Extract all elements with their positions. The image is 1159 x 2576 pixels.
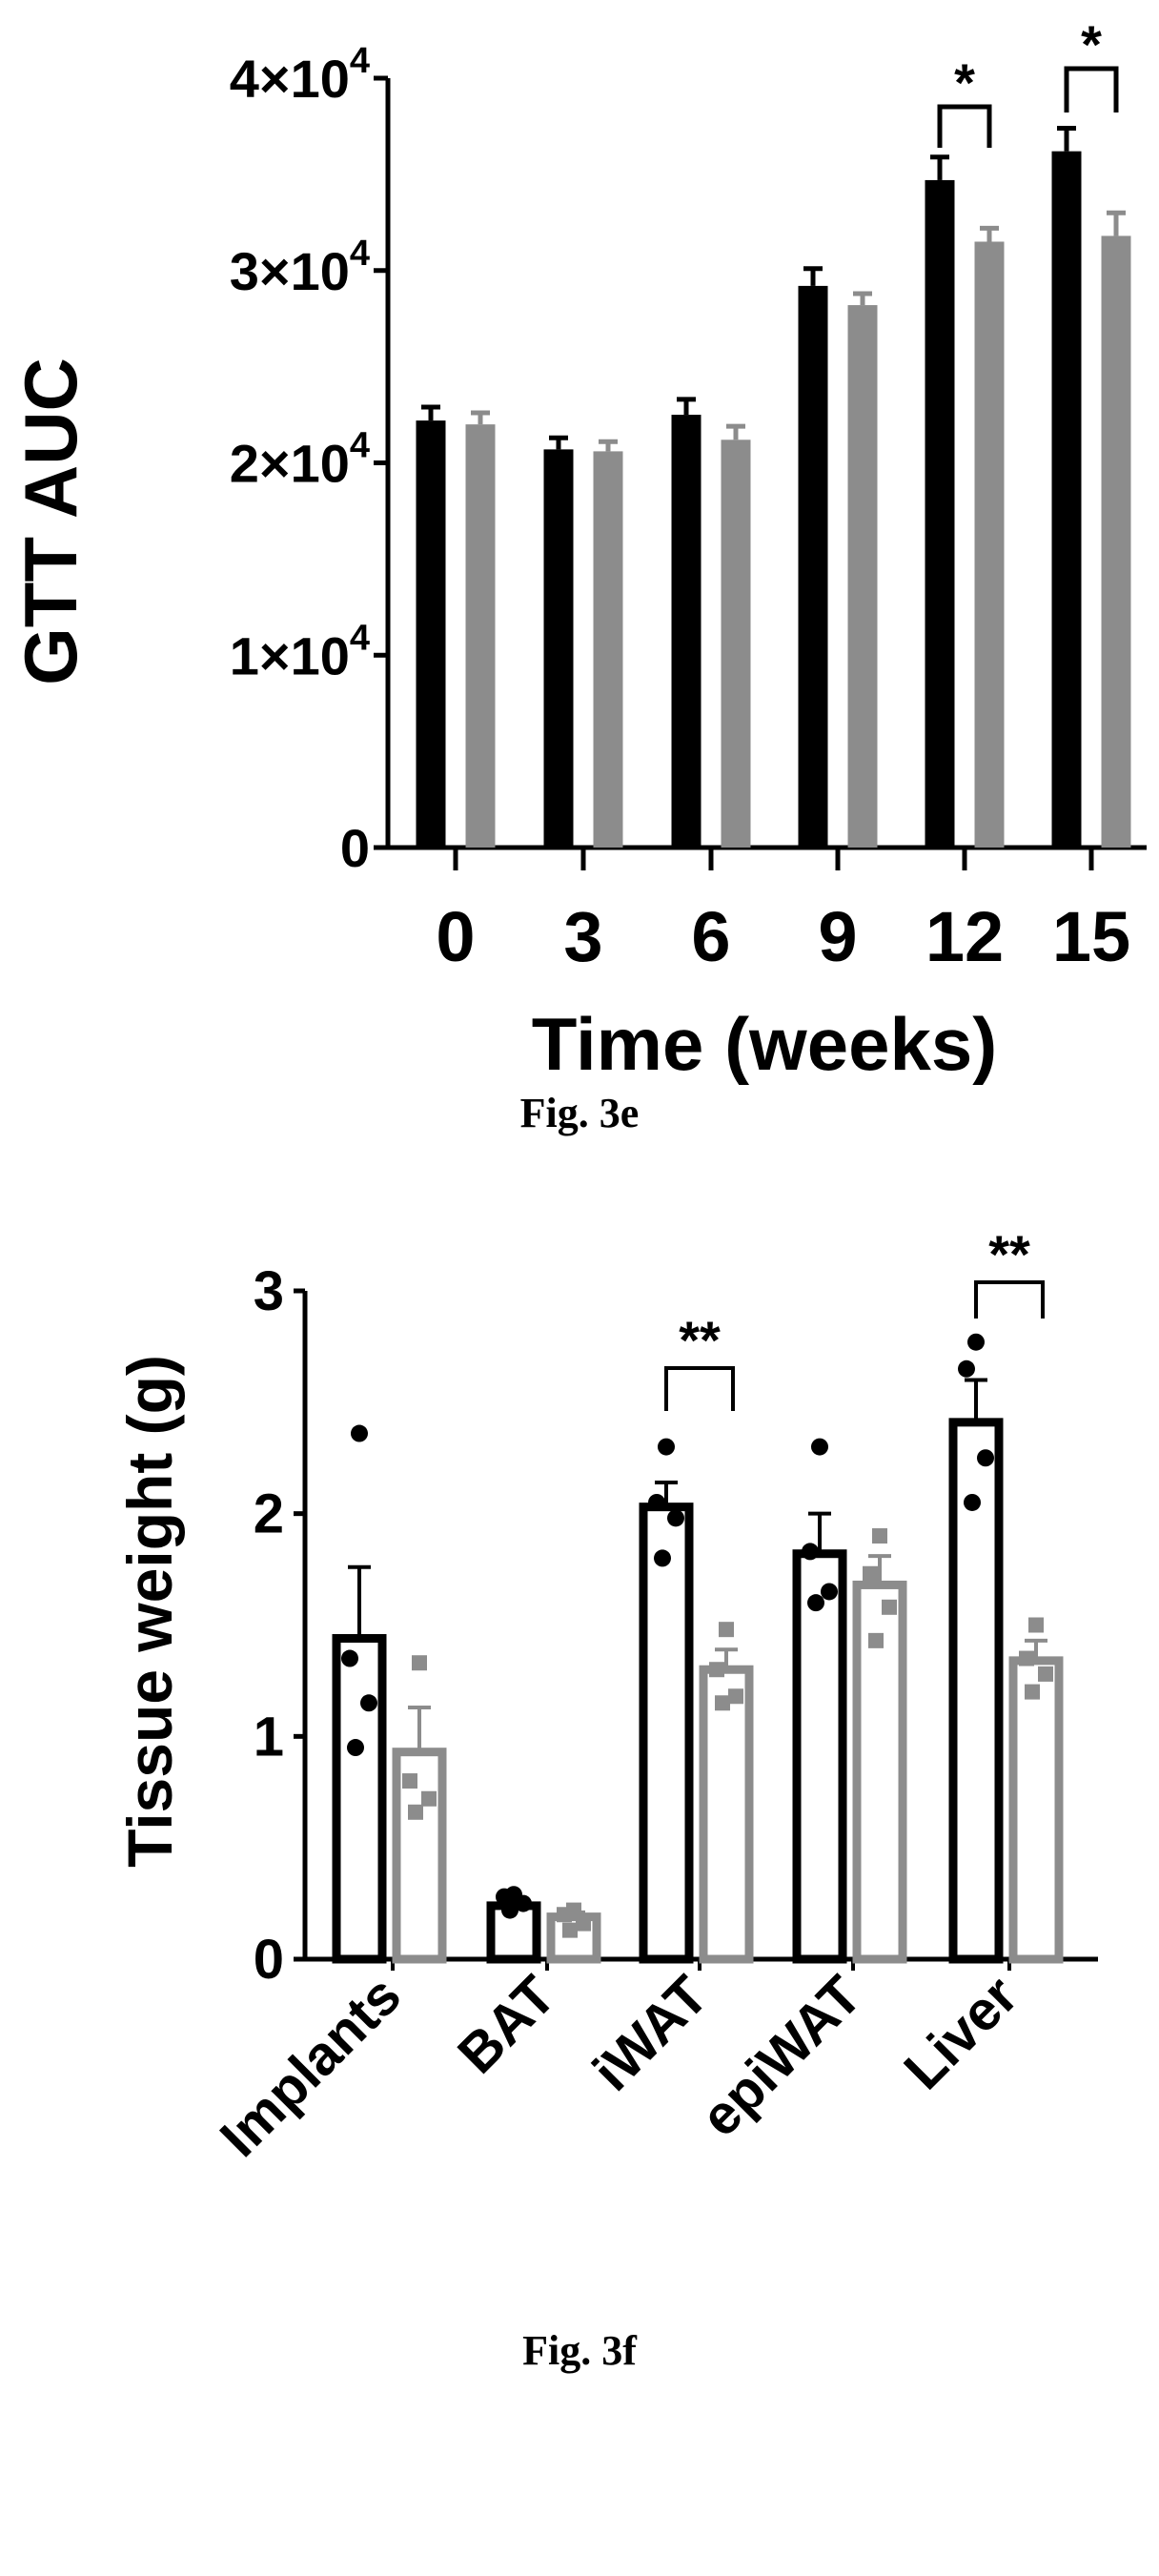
x-tick-label: 12 (925, 897, 1004, 976)
data-point (882, 1600, 897, 1615)
x-tick-label: 9 (818, 897, 857, 976)
bar (797, 1554, 843, 1959)
x-tick-label: Implants (209, 1964, 414, 2169)
data-point (557, 1907, 572, 1922)
y-tick-label: 2×104 (230, 426, 370, 494)
caption-3f: Fig. 3f (522, 2327, 638, 2374)
bar (975, 241, 1005, 848)
y-axis-title: Tissue weight (g) (114, 1355, 185, 1868)
x-tick-label: Liver (892, 1964, 1029, 2101)
data-point (709, 1662, 724, 1677)
y-tick-label: 1×104 (230, 618, 370, 685)
bar (1102, 235, 1131, 848)
bar (672, 415, 702, 848)
data-point (728, 1688, 743, 1704)
y-axis-title: GTT AUC (9, 358, 92, 685)
significance-bracket (666, 1368, 733, 1411)
data-point (576, 1916, 591, 1932)
significance-bracket (976, 1282, 1043, 1319)
data-point (648, 1494, 665, 1511)
x-tick-label: 6 (691, 897, 730, 976)
y-tick-label: 1 (254, 1706, 284, 1768)
x-tick-label: epiWAT (689, 1964, 873, 2148)
bar (466, 424, 496, 848)
data-point (658, 1439, 675, 1456)
y-tick-label: 2 (254, 1483, 284, 1545)
significance-bracket (940, 107, 989, 148)
bar (848, 305, 878, 848)
data-point (872, 1528, 887, 1544)
data-point (868, 1633, 884, 1648)
significance-label: * (954, 52, 975, 112)
bar (594, 451, 623, 848)
x-tick-label: 15 (1052, 897, 1130, 976)
chart-3e: 0 1×104 2×104 3×104 4×104 0 3 6 9 12 15 * * GTT AUC Ti… (9, 14, 1147, 1086)
data-point (1025, 1685, 1040, 1700)
bar (1052, 152, 1082, 848)
data-point (351, 1425, 368, 1442)
bar (703, 1669, 749, 1959)
data-point (964, 1494, 981, 1511)
data-point (958, 1360, 975, 1378)
bar (925, 180, 955, 848)
figure-canvas: 01×1042×1043×1044×10403691215**GTT AUCTi… (0, 0, 1159, 2576)
data-point (402, 1773, 417, 1789)
data-point (807, 1594, 824, 1611)
data-point (347, 1739, 364, 1756)
data-point (360, 1694, 377, 1711)
bar (799, 286, 828, 848)
x-tick-label: 0 (436, 897, 475, 976)
data-point (421, 1791, 437, 1807)
x-axis-title: Time (weeks) (532, 1002, 997, 1086)
bar (417, 420, 446, 848)
data-point (1038, 1666, 1053, 1682)
data-point (802, 1543, 819, 1560)
y-tick-label: 0 (340, 818, 370, 878)
bar (1013, 1661, 1059, 1959)
significance-label: ** (679, 1310, 721, 1370)
y-tick-label: 4×104 (230, 41, 370, 109)
x-tick-label: BAT (446, 1964, 567, 2085)
bar (544, 449, 574, 848)
data-point (715, 1695, 730, 1710)
significance-bracket (1067, 69, 1116, 112)
data-point (341, 1650, 358, 1667)
x-tick-label: 3 (563, 897, 602, 976)
data-point (811, 1439, 828, 1456)
data-point (501, 1902, 518, 1919)
data-point (562, 1923, 578, 1938)
chart-3f: 0 1 2 3 Implants BATiWATepiWATLiver ** ** Tissue… (114, 1224, 1098, 2169)
data-point (977, 1449, 994, 1466)
x-tick-label: iWAT (581, 1964, 720, 2102)
bar (643, 1507, 689, 1959)
y-tick-label: 3×104 (230, 234, 370, 301)
y-tick-label: 0 (254, 1929, 284, 1991)
data-point (821, 1583, 838, 1600)
data-point (412, 1655, 427, 1670)
bar (336, 1639, 382, 1959)
data-point (719, 1622, 734, 1637)
data-point (667, 1509, 684, 1526)
bar (722, 440, 751, 848)
y-tick-label: 3 (254, 1260, 284, 1322)
significance-label: ** (988, 1224, 1030, 1284)
data-point (408, 1805, 423, 1820)
data-point (654, 1549, 671, 1566)
data-point (1028, 1618, 1044, 1633)
data-point (863, 1566, 878, 1582)
data-point (1019, 1651, 1034, 1666)
data-point (967, 1334, 985, 1351)
significance-label: * (1081, 14, 1102, 74)
caption-3e: Fig. 3e (520, 1090, 640, 1136)
